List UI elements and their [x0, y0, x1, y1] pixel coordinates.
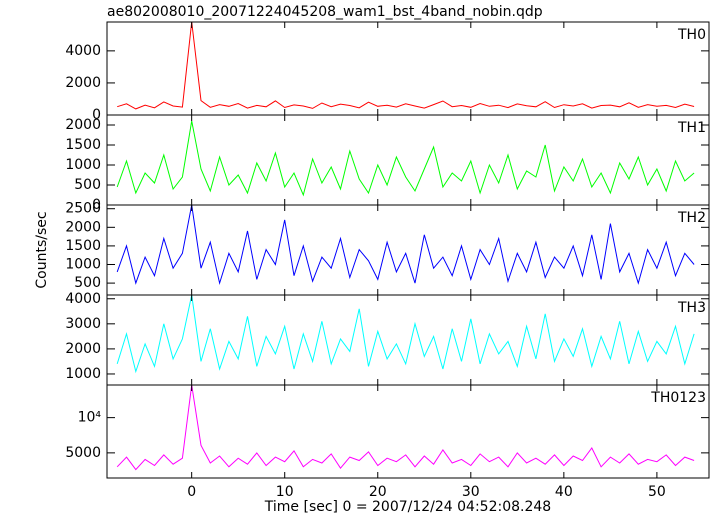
x-tick-label: 20 — [369, 484, 387, 500]
y-tick-label: 500 — [74, 275, 101, 291]
panel-label: TH1 — [677, 120, 706, 136]
panel-frame — [106, 294, 710, 386]
y-tick-label: 1000 — [65, 366, 101, 382]
y-tick-label: 10⁴ — [78, 410, 102, 426]
panel-label: TH0123 — [650, 390, 706, 406]
y-axis-label: Counts/sec — [34, 211, 50, 288]
panel-label: TH3 — [677, 300, 706, 316]
x-tick-label: 10 — [276, 484, 294, 500]
panel-frame — [106, 204, 710, 296]
series-line — [116, 295, 695, 374]
panel-label: TH2 — [677, 210, 706, 226]
series-line — [116, 205, 695, 286]
y-tick-label: 1000 — [65, 257, 101, 273]
y-tick-label: 4000 — [65, 43, 101, 59]
y-tick-label: 0 — [92, 107, 101, 123]
y-tick-label: 1500 — [65, 238, 101, 254]
y-tick-label: 2000 — [65, 219, 101, 235]
y-tick-label: 0 — [92, 197, 101, 213]
chart-title: ae802008010_20071224045208_wam1_bst_4ban… — [107, 4, 543, 20]
y-tick-label: 4000 — [65, 291, 101, 307]
y-tick-label: 2000 — [65, 75, 101, 91]
y-tick-label: 2000 — [65, 117, 101, 133]
series-line — [116, 120, 695, 197]
panel-frame — [106, 384, 710, 479]
x-axis-label: Time [sec] 0 = 2007/12/24 04:52:08.248 — [264, 499, 551, 515]
y-tick-label: 5000 — [65, 445, 101, 461]
y-tick-label: 1000 — [65, 157, 101, 173]
series-line — [116, 385, 695, 471]
y-tick-label: 3000 — [65, 316, 101, 332]
y-tick-label: 1500 — [65, 137, 101, 153]
panel-label: TH0 — [677, 27, 706, 43]
y-tick-label: 2000 — [65, 341, 101, 357]
panel-frame — [106, 114, 710, 206]
y-tick-label: 500 — [74, 177, 101, 193]
series-line — [117, 22, 695, 110]
y-tick-label: 2500 — [65, 201, 101, 217]
x-tick-label: 50 — [648, 484, 666, 500]
x-tick-label: 30 — [462, 484, 480, 500]
x-tick-label: 40 — [555, 484, 573, 500]
x-tick-label: 0 — [187, 484, 196, 500]
